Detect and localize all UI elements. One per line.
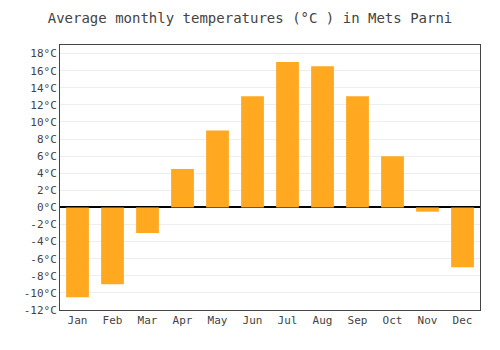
svg-text:-4°C: -4°C <box>30 235 57 248</box>
svg-text:Jul: Jul <box>278 314 298 327</box>
svg-text:Dec: Dec <box>453 314 473 327</box>
svg-text:8°C: 8°C <box>37 133 57 146</box>
svg-text:Feb: Feb <box>103 314 123 327</box>
svg-text:6°C: 6°C <box>37 150 57 163</box>
svg-text:-12°C: -12°C <box>24 304 57 317</box>
svg-text:12°C: 12°C <box>30 99 57 112</box>
svg-text:-10°C: -10°C <box>24 287 57 300</box>
svg-text:Aug: Aug <box>313 314 333 327</box>
svg-text:4°C: 4°C <box>37 167 57 180</box>
svg-text:2°C: 2°C <box>37 184 57 197</box>
svg-text:Jun: Jun <box>243 314 263 327</box>
svg-text:Mar: Mar <box>138 314 158 327</box>
svg-text:Sep: Sep <box>348 314 368 327</box>
svg-text:18°C: 18°C <box>30 47 57 60</box>
svg-text:Average monthly temperatures (: Average monthly temperatures (°C ) in Me… <box>48 10 453 26</box>
svg-text:Oct: Oct <box>383 314 403 327</box>
svg-text:Apr: Apr <box>173 314 193 327</box>
svg-text:14°C: 14°C <box>30 82 57 95</box>
svg-text:Jan: Jan <box>68 314 88 327</box>
svg-text:-6°C: -6°C <box>30 253 57 266</box>
svg-text:-8°C: -8°C <box>30 270 57 283</box>
svg-text:-2°C: -2°C <box>30 218 57 231</box>
svg-text:0°C: 0°C <box>37 201 57 214</box>
svg-text:16°C: 16°C <box>30 65 57 78</box>
svg-text:May: May <box>208 314 228 327</box>
svg-text:Nov: Nov <box>418 314 438 327</box>
svg-text:10°C: 10°C <box>30 116 57 129</box>
